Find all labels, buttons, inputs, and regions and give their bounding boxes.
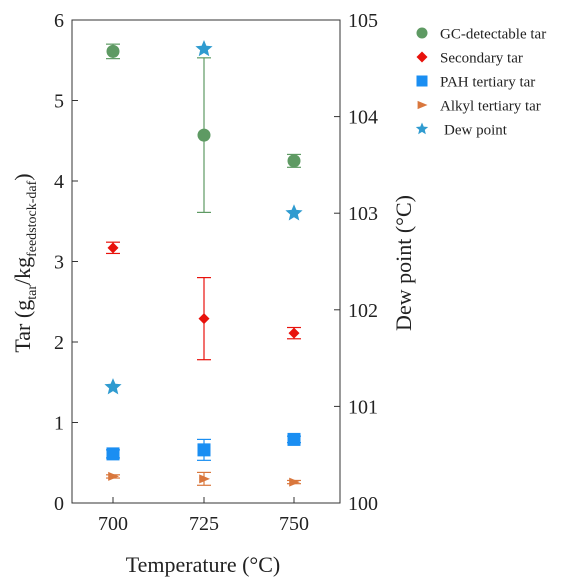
data-point [197, 128, 211, 142]
y-axis-left-title-part: ) [10, 173, 35, 180]
axis-ticks: 0 1 2 3 4 5 6 100 101 102 103 104 105 700 725 750 [54, 10, 378, 535]
y-right-tick-label: 102 [348, 300, 378, 322]
y-right-tick-label: 103 [348, 203, 378, 225]
legend-marker [416, 27, 428, 39]
legend-marker [416, 75, 428, 87]
data-point [104, 378, 122, 395]
legend-label: PAH tertiary tar [440, 75, 535, 91]
data-point [287, 432, 301, 446]
y-axis-left-title-sub: feedstock-daf [25, 180, 40, 257]
data-point [199, 474, 210, 484]
y-left-tick-label: 1 [54, 413, 64, 435]
legend-label: Alkyl tertiary tar [440, 99, 541, 115]
legend-marker [417, 100, 428, 110]
legend-marker [416, 51, 428, 63]
y-axis-left-title-part: /kg [10, 257, 35, 285]
y-right-tick-label: 105 [348, 10, 378, 32]
x-tick-label: 750 [279, 513, 309, 535]
y-left-tick-label: 4 [54, 171, 64, 193]
data-point [197, 443, 211, 457]
data-point [285, 204, 303, 221]
x-tick-label: 700 [98, 513, 128, 535]
data-point [107, 242, 119, 254]
data-markers [104, 39, 303, 487]
y-left-tick-label: 2 [54, 332, 64, 354]
data-point [198, 313, 210, 325]
y-right-tick-label: 104 [348, 107, 378, 129]
legend-label: GC-detectable tar [440, 27, 546, 43]
y-axis-left-title-part: Tar (g [10, 300, 35, 353]
x-tick-label: 725 [189, 513, 219, 535]
y-left-tick-label: 0 [54, 493, 64, 515]
legend-label: Secondary tar [440, 51, 523, 67]
data-point [106, 44, 120, 58]
y-axis-left-title-sub: tar [25, 285, 40, 300]
legend-marker [415, 122, 429, 135]
plot-frame [71, 19, 341, 504]
y-axis-right-title: Dew point (°C) [391, 195, 416, 331]
data-point [289, 477, 300, 487]
data-point [108, 471, 119, 481]
error-bars [106, 43, 301, 486]
y-right-tick-label: 101 [348, 396, 378, 418]
data-point [287, 154, 301, 168]
plot-border [71, 19, 341, 504]
y-left-tick-label: 5 [54, 91, 64, 113]
y-right-tick-label: 100 [348, 493, 378, 515]
y-left-tick-label: 3 [54, 252, 64, 274]
legend-label: Dew point [444, 123, 508, 139]
y-axis-left-title: Tar (gtar/kgfeedstock-daf) [10, 173, 40, 352]
x-axis-title: Temperature (°C) [126, 552, 280, 577]
y-left-tick-label: 6 [54, 10, 64, 32]
data-point [288, 327, 300, 339]
legend: GC-detectable tar Secondary tar PAH tertia… [415, 27, 546, 139]
data-point [195, 39, 213, 57]
data-point [106, 447, 120, 461]
